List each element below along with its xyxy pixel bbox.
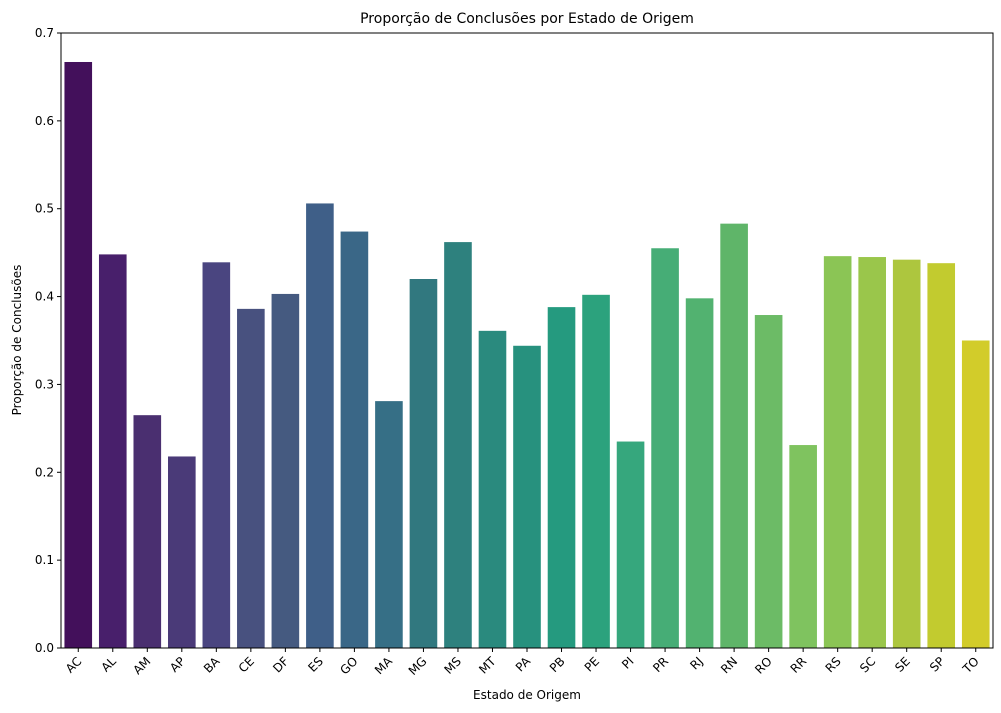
x-tick-label: PB: [547, 654, 568, 675]
y-tick-label: 0.7: [35, 26, 54, 40]
bar-se: [892, 259, 921, 648]
x-tick-label: PR: [650, 654, 671, 675]
chart-title: Proporção de Conclusões por Estado de Or…: [360, 11, 694, 27]
bar-sp: [927, 263, 956, 648]
x-tick-label: AM: [130, 654, 153, 677]
x-tick-label: AL: [98, 654, 119, 675]
bar-go: [340, 231, 369, 649]
bar-ro: [754, 315, 783, 648]
x-tick-label: SE: [892, 654, 913, 675]
x-axis-title: Estado de Origem: [473, 688, 581, 702]
x-tick-label: RN: [718, 654, 740, 676]
bar-rr: [789, 445, 817, 648]
bar-am: [133, 415, 162, 648]
bar-sc: [858, 257, 886, 648]
x-tick-label: TO: [959, 654, 981, 676]
y-tick-label: 0.5: [35, 202, 54, 216]
bar-rj: [685, 298, 714, 648]
x-tick-label: RR: [788, 654, 810, 676]
bar-rn: [720, 223, 748, 648]
x-tick-label: DF: [270, 654, 291, 675]
y-tick-label: 0.0: [35, 641, 54, 655]
y-axis: 0.0 0.1 0.2 0.3 0.4 0.5 0.6 0.7: [35, 26, 61, 655]
bar-pr: [651, 248, 679, 648]
bar-ba: [202, 262, 231, 648]
bar-pi: [616, 441, 645, 648]
bar-ce: [237, 308, 265, 648]
bars-group: [64, 61, 990, 649]
x-tick-label: PE: [582, 654, 602, 674]
bar-pb: [547, 307, 576, 648]
bar-al: [98, 254, 127, 648]
x-tick-label: RJ: [687, 654, 705, 672]
bar-rs: [823, 256, 852, 648]
x-tick-label: AC: [63, 654, 84, 675]
x-tick-label: PA: [513, 654, 534, 675]
y-tick-label: 0.4: [35, 290, 54, 304]
x-tick-label: RO: [752, 654, 774, 676]
x-tick-label: MA: [372, 654, 396, 678]
x-tick-label: SP: [927, 654, 947, 674]
bar-df: [271, 293, 300, 648]
y-tick-label: 0.2: [35, 465, 54, 479]
bar-ap: [168, 456, 196, 648]
bar-ms: [444, 242, 472, 648]
bar-mt: [478, 330, 507, 648]
x-tick-label: AP: [167, 654, 188, 675]
bar-es: [306, 203, 334, 648]
bar-to: [961, 340, 990, 648]
x-tick-label: PI: [619, 654, 637, 672]
bar-ma: [375, 401, 403, 648]
x-tick-label: MS: [441, 654, 464, 677]
bar-pe: [582, 294, 610, 648]
x-tick-label: SC: [857, 654, 878, 675]
x-tick-label: MT: [476, 654, 499, 677]
x-tick-label: CE: [236, 654, 257, 675]
bar-ac: [64, 61, 93, 648]
x-axis: AC AL AM AP BA CE DF ES GO MA MG MS MT PA PB PE PI PR RJ RN…: [63, 648, 982, 678]
x-tick-label: GO: [337, 654, 360, 677]
x-tick-label: RS: [823, 654, 844, 675]
bar-mg: [409, 279, 438, 648]
y-tick-label: 0.3: [35, 377, 54, 391]
y-tick-label: 0.1: [35, 553, 54, 567]
plot-frame: [60, 32, 994, 649]
x-tick-label: ES: [305, 654, 326, 675]
x-tick-label: BA: [201, 654, 223, 676]
bar-pa: [513, 345, 541, 648]
y-tick-label: 0.6: [35, 114, 54, 128]
x-tick-label: MG: [406, 654, 430, 678]
y-axis-title: Proporção de Conclusões: [10, 265, 24, 416]
